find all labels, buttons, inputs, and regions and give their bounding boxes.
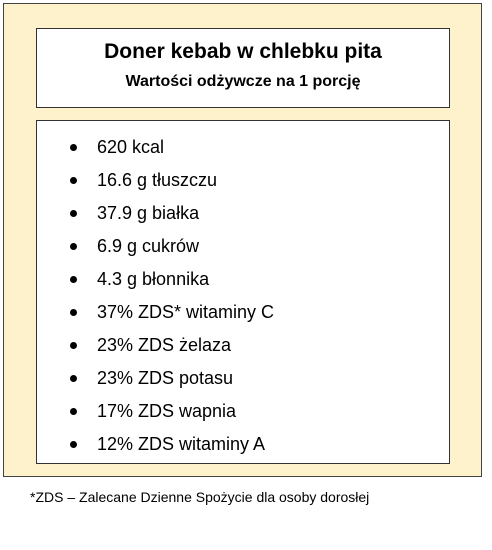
title-box: Doner kebab w chlebku pita Wartości odży…: [36, 28, 450, 108]
page-title: Doner kebab w chlebku pita: [104, 40, 382, 63]
bullet-icon: [70, 144, 77, 151]
bullet-icon: [70, 342, 77, 349]
nutrient-label: 23% ZDS żelaza: [97, 335, 232, 355]
bullet-icon: [70, 375, 77, 382]
nutrient-label: 4.3 g błonnika: [97, 269, 210, 289]
nutrient-item-fat: 16.6 g tłuszczu: [37, 164, 449, 197]
bullet-icon: [70, 243, 77, 250]
nutrient-list: 620 kcal 16.6 g tłuszczu 37.9 g białka 6…: [37, 131, 449, 461]
bullet-icon: [70, 408, 77, 415]
nutrient-label: 37% ZDS* witaminy C: [97, 302, 275, 322]
nutrient-label: 37.9 g białka: [97, 203, 200, 223]
nutrient-label: 17% ZDS wapnia: [97, 401, 237, 421]
nutrient-list-box: 620 kcal 16.6 g tłuszczu 37.9 g białka 6…: [36, 120, 450, 464]
nutrition-panel: Doner kebab w chlebku pita Wartości odży…: [3, 3, 482, 477]
nutrient-item-potassium: 23% ZDS potasu: [37, 362, 449, 395]
nutrient-label: 16.6 g tłuszczu: [97, 170, 218, 190]
nutrient-item-iron: 23% ZDS żelaza: [37, 329, 449, 362]
nutrient-item-vitamin-a: 12% ZDS witaminy A: [37, 428, 449, 461]
nutrient-item-sugars: 6.9 g cukrów: [37, 230, 449, 263]
bullet-icon: [70, 276, 77, 283]
page-subtitle: Wartości odżywcze na 1 porcję: [125, 73, 361, 90]
nutrient-label: 620 kcal: [97, 137, 165, 157]
footnote: *ZDS – Zalecane Dzienne Spożycie dla oso…: [30, 489, 370, 505]
nutrient-label: 6.9 g cukrów: [97, 236, 200, 256]
nutrient-label: 23% ZDS potasu: [97, 368, 234, 388]
nutrient-item-calories: 620 kcal: [37, 131, 449, 164]
bullet-icon: [70, 441, 77, 448]
nutrient-item-vitamin-c: 37% ZDS* witaminy C: [37, 296, 449, 329]
nutrient-label: 12% ZDS witaminy A: [97, 434, 266, 454]
bullet-icon: [70, 309, 77, 316]
nutrient-item-protein: 37.9 g białka: [37, 197, 449, 230]
bullet-icon: [70, 177, 77, 184]
nutrient-item-calcium: 17% ZDS wapnia: [37, 395, 449, 428]
nutrient-item-fiber: 4.3 g błonnika: [37, 263, 449, 296]
bullet-icon: [70, 210, 77, 217]
